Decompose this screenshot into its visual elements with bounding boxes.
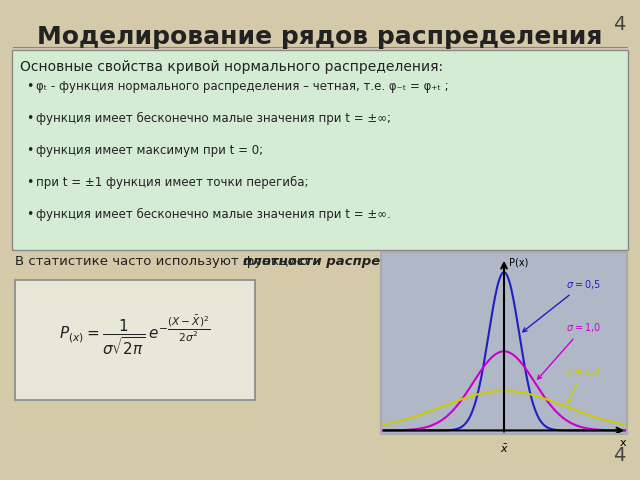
Text: •: • [26, 208, 33, 221]
Text: функция имеет бесконечно малые значения при t = ±∞;: функция имеет бесконечно малые значения … [36, 112, 391, 125]
Text: P(x): P(x) [509, 258, 528, 268]
Text: 4: 4 [612, 446, 625, 465]
Text: $P_{(x)} = \dfrac{1}{\sigma\sqrt{2\pi}}\,e^{-\dfrac{(X-\bar{X})^2}{2\sigma^2}}$: $P_{(x)} = \dfrac{1}{\sigma\sqrt{2\pi}}\… [60, 313, 211, 357]
Text: •: • [26, 144, 33, 157]
Text: Основные свойства кривой нормального распределения:: Основные свойства кривой нормального рас… [20, 60, 443, 74]
Text: Моделирование рядов распределения: Моделирование рядов распределения [37, 25, 603, 49]
FancyBboxPatch shape [15, 280, 255, 400]
Text: плотности распределения:: плотности распределения: [243, 255, 451, 268]
Text: функция имеет максимум при t = 0;: функция имеет максимум при t = 0; [36, 144, 263, 157]
Text: x: x [620, 438, 626, 448]
Text: •: • [26, 176, 33, 189]
Text: $\sigma=0{,}5$: $\sigma=0{,}5$ [523, 278, 600, 332]
Text: В статистике часто используют функцию: В статистике часто используют функцию [15, 255, 312, 268]
FancyBboxPatch shape [12, 50, 628, 250]
Text: •: • [26, 112, 33, 125]
Text: $\bar{x}$: $\bar{x}$ [500, 443, 508, 455]
Text: функция имеет бесконечно малые значения при t = ±∞.: функция имеет бесконечно малые значения … [36, 208, 391, 221]
Text: φₜ - функция нормального распределения – четная, т.е. φ₋ₜ = φ₊ₜ ;: φₜ - функция нормального распределения –… [36, 80, 449, 93]
Text: •: • [26, 80, 33, 93]
Text: 4: 4 [612, 15, 625, 34]
Text: $\sigma=1{,}0$: $\sigma=1{,}0$ [538, 321, 600, 379]
Text: при t = ±1 функция имеет точки перегиба;: при t = ±1 функция имеет точки перегиба; [36, 176, 308, 189]
Text: $\sigma=2{,}0$: $\sigma=2{,}0$ [566, 365, 600, 403]
